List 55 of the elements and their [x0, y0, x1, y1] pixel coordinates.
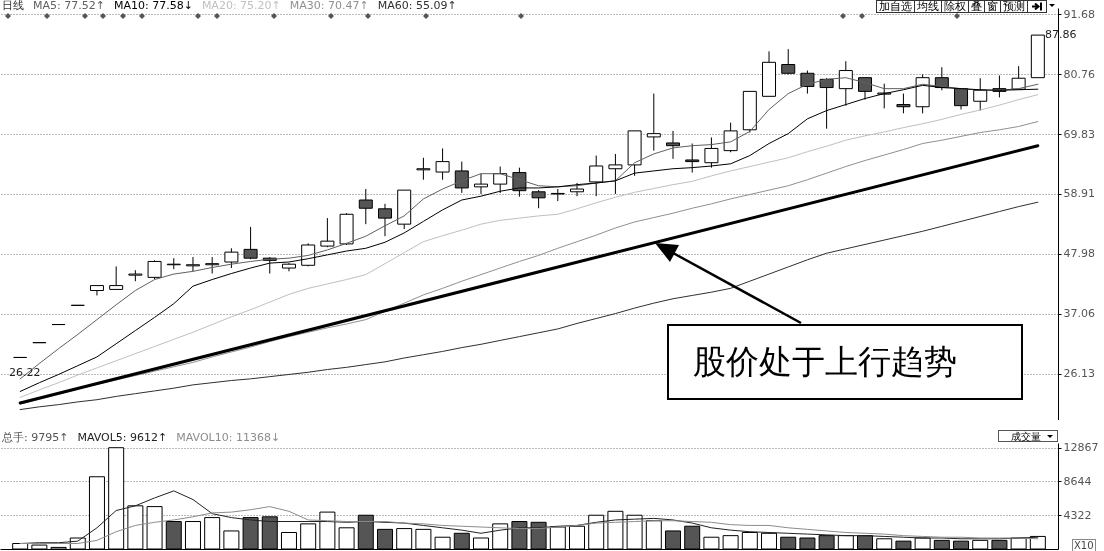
candlestick	[416, 157, 431, 181]
y-tick-label: 37.06	[1063, 307, 1095, 321]
candlestick	[589, 155, 604, 197]
candlestick	[147, 259, 162, 280]
candlestick	[570, 182, 584, 197]
candlestick	[646, 93, 661, 152]
y-tick-label: 47.98	[1063, 247, 1095, 261]
text: MAVOL10: 11368↓	[176, 431, 281, 444]
annotation: 除权	[941, 0, 969, 13]
candlestick	[320, 217, 335, 248]
text: MA5: 77.52↑	[33, 0, 105, 12]
text: 总手: 9795↑	[2, 431, 69, 444]
annotation: 日线	[2, 0, 24, 12]
candlestick	[704, 136, 719, 169]
candlestick	[781, 48, 796, 75]
candlestick	[954, 88, 969, 110]
annotation: 26.22	[8, 366, 42, 380]
annotation: 窗	[984, 0, 1001, 13]
candlestick	[531, 189, 546, 209]
y-tick-label: 12867	[1063, 441, 1099, 455]
candlestick	[109, 265, 124, 290]
y-tick-label: 91.68	[1063, 7, 1095, 21]
y-tick-label: 4322	[1063, 508, 1092, 522]
line-series	[19, 506, 1039, 544]
text: MA60: 55.09↑	[377, 0, 457, 12]
y-tick-label: 80.76	[1063, 67, 1095, 81]
callout-box: 股价处于上行趋势	[667, 324, 1023, 400]
annotation: 加自选	[876, 0, 915, 13]
candlestick	[474, 173, 488, 195]
candlestick	[685, 143, 700, 174]
y-tick-label: 8644	[1063, 474, 1092, 488]
text: X10	[1072, 539, 1096, 551]
candlestick	[358, 188, 373, 225]
dropdown: 成交量	[998, 430, 1058, 442]
annotation: 叠	[968, 0, 985, 13]
candlestick	[185, 256, 200, 272]
candlestick	[608, 153, 623, 195]
candlestick	[896, 93, 911, 114]
annotation: 均线	[914, 0, 942, 13]
candlestick	[454, 161, 469, 194]
candlestick	[243, 226, 258, 260]
candlestick	[493, 166, 508, 194]
text: MAVOL5: 9612↑	[77, 431, 168, 444]
y-tick-label: 69.83	[1063, 127, 1095, 141]
text: MA20: 75.20↑	[201, 0, 281, 12]
y-tick-label: 58.91	[1063, 187, 1095, 201]
y-tick-label: 26.13	[1063, 367, 1095, 381]
text: MA30: 70.47↑	[289, 0, 369, 12]
candlestick	[377, 203, 392, 237]
candlestick	[435, 147, 450, 181]
annotation: 预测	[1000, 0, 1028, 13]
candlestick	[224, 247, 239, 269]
candlestick	[666, 130, 681, 160]
candlestick	[723, 122, 738, 153]
text: MA10: 77.58↓	[113, 0, 193, 12]
